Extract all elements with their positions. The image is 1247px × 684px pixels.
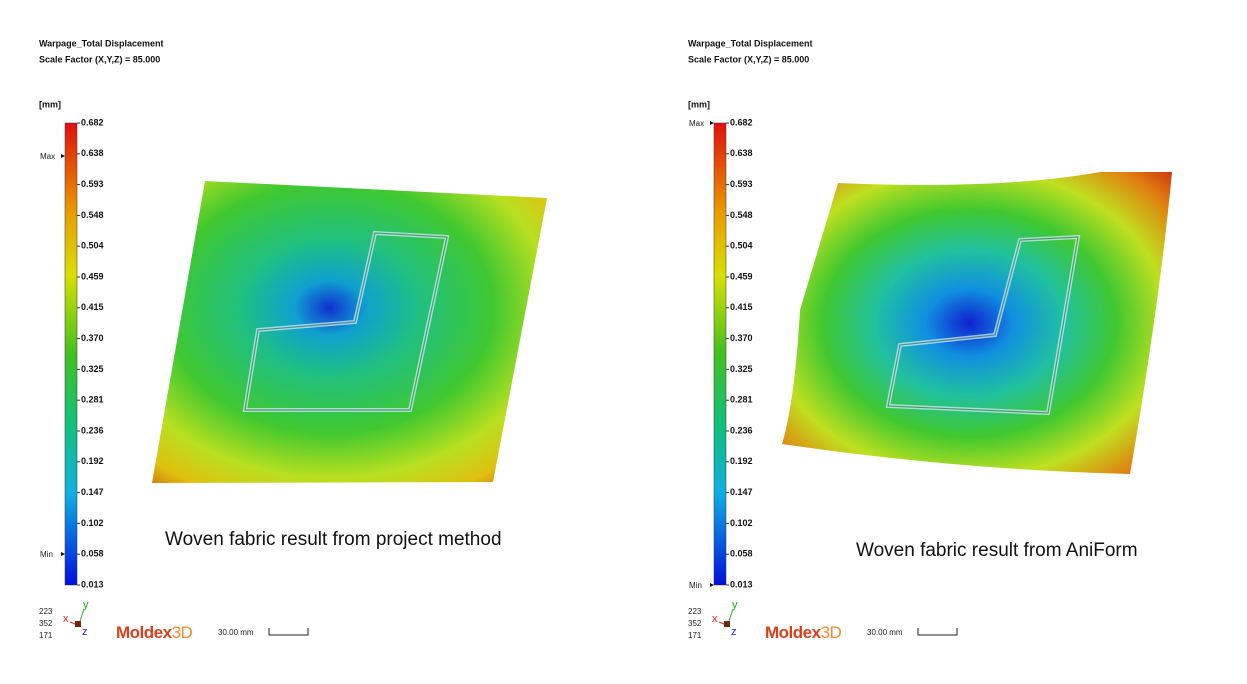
tick-label: 0.459 <box>730 271 753 281</box>
tick-label: 0.682 <box>81 117 104 127</box>
fabric-recess-edge <box>244 232 448 411</box>
tick-label: 0.281 <box>81 395 104 405</box>
scale-bar <box>268 628 309 636</box>
min-arrow <box>710 583 714 587</box>
axis-x-label: x <box>63 613 69 625</box>
axis-origin <box>75 621 81 627</box>
min-label: Min <box>40 550 53 559</box>
scale-factor: Scale Factor (X,Y,Z) = 85.000 <box>688 54 809 64</box>
tick-label: 0.638 <box>81 148 104 158</box>
tick-label: 0.370 <box>81 333 104 343</box>
logo: Moldex3D <box>765 623 842 642</box>
tick-label: 0.325 <box>730 364 753 374</box>
fabric-surface <box>152 181 547 483</box>
tick-label: 0.593 <box>730 179 753 189</box>
max-label: Max <box>40 152 55 161</box>
result-panel: Warpage_Total Displacement Scale Factor (… <box>688 38 1172 642</box>
color-bar <box>713 122 727 586</box>
tick-label: 0.370 <box>730 333 753 343</box>
caption: Woven fabric result from project method <box>165 529 502 550</box>
view-number: 171 <box>39 631 53 640</box>
tick-label: 0.102 <box>81 518 104 528</box>
min-label: Min <box>689 581 702 590</box>
tick-label: 0.638 <box>730 148 753 158</box>
result-panel: Warpage_Total Displacement Scale Factor (… <box>39 38 547 642</box>
fabric-recess-edge <box>887 236 1079 414</box>
logo-name: Moldex <box>765 623 822 642</box>
max-label: Max <box>689 119 704 128</box>
tick-label: 0.593 <box>81 179 104 189</box>
axis-x <box>718 621 725 625</box>
logo-suffix: 3D <box>172 623 193 642</box>
axis-x-label: x <box>712 613 718 625</box>
result-title: Warpage_Total Displacement <box>688 38 813 48</box>
view-number: 223 <box>39 607 53 616</box>
tick-label: 0.058 <box>81 549 104 559</box>
tick-label: 0.415 <box>730 302 753 312</box>
max-arrow <box>710 121 714 125</box>
axis-z-label: z <box>82 626 88 638</box>
tick-label: 0.548 <box>730 210 753 220</box>
view-number: 223 <box>688 607 702 616</box>
tick-label: 0.459 <box>81 271 104 281</box>
color-bar <box>64 122 78 586</box>
logo: Moldex3D <box>116 623 193 642</box>
view-number: 352 <box>688 619 702 628</box>
tick-label: 0.192 <box>730 456 753 466</box>
axis-y-label: y <box>732 599 738 611</box>
tick-label: 0.147 <box>730 487 753 497</box>
tick-label: 0.013 <box>730 579 753 589</box>
unit-label: [mm] <box>688 99 710 109</box>
tick-label: 0.548 <box>81 210 104 220</box>
caption: Woven fabric result from AniForm <box>856 540 1138 561</box>
unit-label: [mm] <box>39 99 61 109</box>
tick-label: 0.236 <box>730 425 753 435</box>
tick-label: 0.504 <box>81 241 104 251</box>
min-arrow <box>61 552 65 556</box>
logo-name: Moldex <box>116 623 173 642</box>
axis-y <box>79 608 85 622</box>
tick-label: 0.504 <box>730 241 753 251</box>
tick-label: 0.058 <box>730 549 753 559</box>
tick-label: 0.325 <box>81 364 104 374</box>
fabric-surface <box>782 172 1172 474</box>
axis-y-label: y <box>83 599 89 611</box>
max-arrow <box>61 154 65 158</box>
result-title: Warpage_Total Displacement <box>39 38 164 48</box>
tick-label: 0.415 <box>81 302 104 312</box>
axis-x <box>69 621 76 625</box>
tick-label: 0.236 <box>81 425 104 435</box>
axis-y <box>728 608 734 622</box>
axis-z-label: z <box>731 626 737 638</box>
tick-label: 0.147 <box>81 487 104 497</box>
tick-label: 0.682 <box>730 117 753 127</box>
view-number: 171 <box>688 631 702 640</box>
view-number: 352 <box>39 619 53 628</box>
scale-factor: Scale Factor (X,Y,Z) = 85.000 <box>39 54 160 64</box>
logo-suffix: 3D <box>821 623 842 642</box>
tick-label: 0.102 <box>730 518 753 528</box>
scale-bar-label: 30.00 mm <box>218 628 254 637</box>
scale-bar-label: 30.00 mm <box>867 628 903 637</box>
tick-label: 0.192 <box>81 456 104 466</box>
axis-origin <box>724 621 730 627</box>
tick-label: 0.281 <box>730 395 753 405</box>
tick-label: 0.013 <box>81 579 104 589</box>
scale-bar <box>917 628 958 636</box>
